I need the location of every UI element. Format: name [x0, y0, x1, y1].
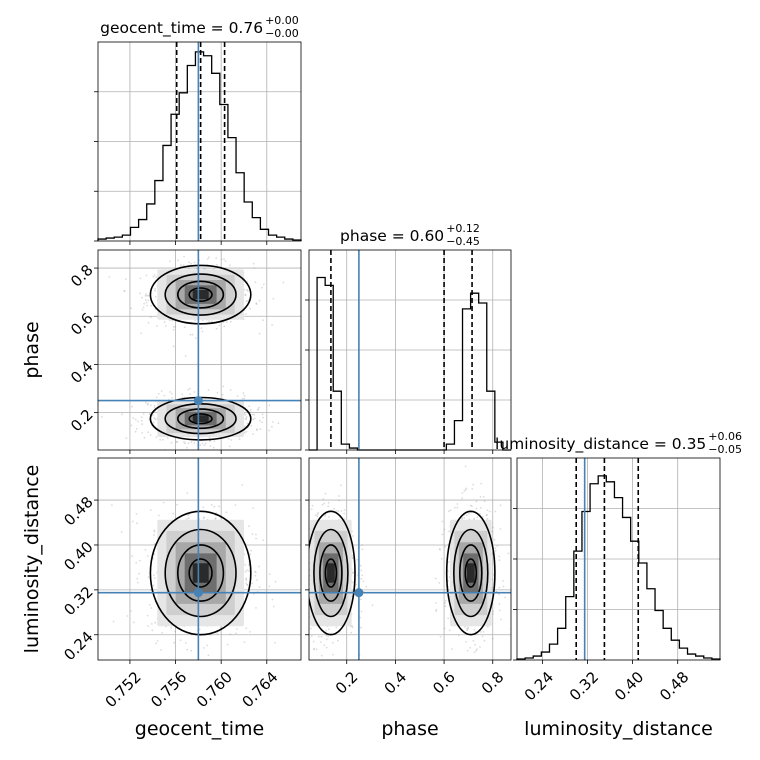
title-main: luminosity_distance = 0.35 — [495, 435, 706, 454]
x-tick-label: 0.752 — [102, 668, 145, 711]
density-mode — [445, 510, 496, 636]
contour-line — [309, 510, 356, 636]
x-tick-label: 0.4 — [381, 668, 411, 698]
panel-frame — [308, 457, 512, 661]
hist-title-geocent-time: geocent_time = 0.76 +0.00−0.00 — [100, 14, 299, 40]
y-tick-label: 0.32 — [60, 583, 96, 619]
density-mode — [309, 510, 356, 636]
density-mode — [149, 264, 252, 325]
contour-line — [188, 558, 213, 588]
contour-line — [149, 510, 252, 636]
truth-marker — [354, 588, 364, 598]
y-tick-label: 0.48 — [60, 493, 96, 529]
y-tick-label: 0.40 — [60, 538, 96, 574]
hist-title-phase: phase = 0.60 +0.12−0.45 — [340, 222, 480, 248]
contour-line — [458, 544, 483, 602]
hist-panel-geocent-time: geocent_time = 0.76 +0.00−0.00 — [94, 14, 302, 242]
scatter-panel-phase-vs-geocent-time — [97, 249, 302, 451]
x-tick-label: 0.760 — [193, 668, 236, 711]
title-plus: +0.06 — [708, 430, 742, 443]
contour-line — [164, 273, 237, 316]
y-tick-label: 0.8 — [67, 261, 97, 291]
x-tick-label: 0.6 — [429, 668, 459, 698]
scatter-panel-luminosity-distance-vs-geocent-time — [97, 457, 302, 661]
contour-line — [177, 408, 225, 430]
hist-title-luminosity-distance: luminosity_distance = 0.35 +0.06−0.05 — [495, 430, 742, 456]
contour-line — [177, 280, 225, 309]
x-tick-label: 0.32 — [566, 668, 602, 704]
contour-line — [452, 528, 489, 618]
contour-line — [313, 528, 349, 618]
contour-line — [188, 287, 213, 302]
title-plus: +0.12 — [446, 222, 480, 235]
histogram-step — [516, 475, 721, 660]
title-minus: −0.00 — [265, 27, 299, 40]
panel-frame — [97, 457, 302, 661]
contour-line — [445, 510, 496, 636]
x-axis-label-phase: phase — [381, 718, 438, 740]
hist-panel-luminosity-distance: luminosity_distance = 0.35 +0.06−0.05 — [495, 430, 742, 661]
title-minus: −0.45 — [446, 235, 480, 248]
x-tick-label: 0.48 — [656, 668, 692, 704]
histogram-step — [97, 51, 302, 241]
grid-lines — [309, 250, 511, 450]
hist-panel-phase: phase = 0.60 +0.12−0.45 — [305, 222, 512, 451]
x-tick-label: 0.764 — [238, 668, 281, 711]
contour-line — [149, 264, 252, 325]
y-axis-label-phase: phase — [21, 321, 43, 378]
title-main: phase = 0.60 — [340, 227, 444, 245]
panel-frame — [97, 249, 302, 451]
x-tick-label: 0.40 — [611, 668, 647, 704]
x-tick-label: 0.756 — [147, 668, 190, 711]
truth-marker — [193, 396, 203, 406]
title-minus: −0.05 — [708, 443, 742, 456]
contour-line — [319, 544, 343, 602]
contour-line — [164, 528, 237, 618]
x-ticks-luminosity-distance: 0.24 0.32 0.40 0.48 — [521, 660, 692, 704]
contour-line — [177, 544, 225, 602]
y-tick-label: 0.24 — [60, 628, 96, 664]
x-axis-label-luminosity-distance: luminosity_distance — [524, 718, 713, 740]
histogram-step — [309, 276, 511, 451]
contour-line — [188, 413, 213, 425]
y-axis-label-luminosity-distance: luminosity_distance — [21, 465, 43, 654]
scatter-panel-luminosity-distance-vs-phase — [308, 457, 512, 661]
x-axis-label-geocent-time: geocent_time — [135, 718, 264, 740]
title-main: geocent_time = 0.76 — [100, 19, 263, 38]
density-mode — [149, 510, 252, 636]
contour-line — [464, 558, 478, 588]
y-tick-label: 0.4 — [67, 357, 97, 387]
y-tick-label: 0.6 — [67, 309, 97, 339]
y-ticks-phase: 0.2 0.4 0.6 0.8 — [67, 261, 98, 435]
x-tick-label: 0.2 — [332, 668, 362, 698]
x-tick-label: 0.8 — [478, 668, 508, 698]
title-plus: +0.00 — [265, 14, 299, 27]
x-tick-label: 0.24 — [521, 668, 557, 704]
truth-marker — [193, 588, 203, 598]
grid-lines — [98, 42, 301, 241]
contour-line — [324, 558, 338, 588]
y-tick-label: 0.2 — [67, 406, 97, 436]
grid-lines — [517, 458, 720, 660]
